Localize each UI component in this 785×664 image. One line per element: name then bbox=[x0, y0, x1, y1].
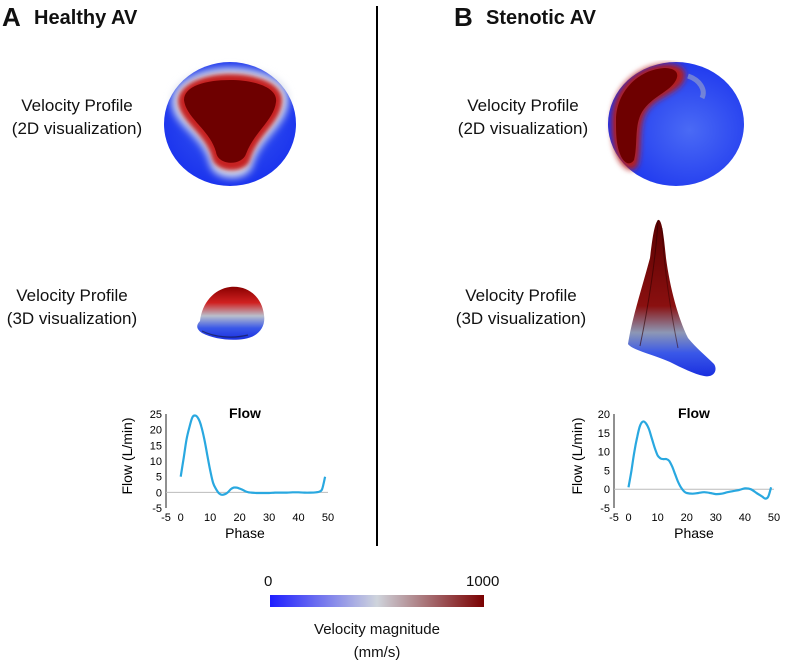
y-tick-label: 20 bbox=[598, 409, 610, 421]
x-tick-label: 40 bbox=[739, 512, 751, 524]
chart-a-ylabel: Flow (L/min) bbox=[119, 417, 135, 494]
panel-a-2d-label: Velocity Profile (2D visualization) bbox=[2, 94, 152, 140]
chart-b-ylabel: Flow (L/min) bbox=[569, 417, 585, 494]
panel-b-2d-label-line2: (2D visualization) bbox=[457, 119, 589, 138]
y-tick-label: 10 bbox=[598, 447, 610, 459]
x-tick-label: 50 bbox=[768, 512, 780, 524]
y-tick-label: 10 bbox=[150, 456, 162, 468]
y-tick-label: 5 bbox=[604, 465, 610, 477]
panel-a-2d-label-line1: Velocity Profile bbox=[21, 96, 133, 115]
x-tick-label: 10 bbox=[204, 512, 216, 524]
stenotic-3d-velocity-profile bbox=[628, 219, 716, 377]
panel-a-letter: A bbox=[2, 2, 21, 32]
y-tick-label: -5 bbox=[600, 503, 610, 515]
x-tick-label: 20 bbox=[681, 512, 693, 524]
stenotic-2d-velocity-profile bbox=[608, 62, 744, 186]
panel-b-3d-label: Velocity Profile (3D visualization) bbox=[446, 284, 596, 330]
healthy-3d-velocity-profile bbox=[197, 286, 265, 340]
panel-b-3d-label-line1: Velocity Profile bbox=[465, 286, 577, 305]
x-tick-label: 0 bbox=[625, 512, 631, 524]
panel-a-3d-label-line1: Velocity Profile bbox=[16, 286, 128, 305]
panel-a-2d-label-line2: (2D visualization) bbox=[11, 119, 143, 138]
panel-b-2d-label-line1: Velocity Profile bbox=[467, 96, 579, 115]
panel-b-2d-label: Velocity Profile (2D visualization) bbox=[448, 94, 598, 140]
chart-a-xlabel: Phase bbox=[225, 525, 265, 541]
colorbar-title-line2: (mm/s) bbox=[353, 644, 401, 661]
flow-chart-healthy: Flow Flow (L/min) Phase -5 0 5 10 15 20 25 -5 0 1… bbox=[119, 405, 334, 541]
chart-b-xlabel: Phase bbox=[674, 525, 714, 541]
chart-b-plot: -5 0 5 10 15 20 -5 0 10 20 30 40 50 bbox=[598, 409, 780, 524]
x-tick-label: -5 bbox=[161, 512, 171, 524]
x-tick-label: 10 bbox=[652, 512, 664, 524]
panel-b-3d-label-line2: (3D visualization) bbox=[455, 309, 587, 328]
chart-b-title: Flow bbox=[678, 405, 710, 421]
y-tick-label: 0 bbox=[156, 487, 162, 499]
flow-series-line bbox=[627, 420, 773, 500]
x-tick-label: -5 bbox=[609, 512, 619, 524]
x-tick-label: 50 bbox=[322, 512, 334, 524]
flow-chart-stenotic: Flow Flow (L/min) Phase -5 0 5 10 15 20 -5 0 10 2… bbox=[569, 405, 780, 541]
colorbar-title: Velocity magnitude (mm/s) bbox=[277, 618, 477, 664]
velocity-colorbar bbox=[270, 595, 484, 607]
y-tick-label: 15 bbox=[150, 440, 162, 452]
x-tick-label: 0 bbox=[178, 512, 184, 524]
x-tick-label: 30 bbox=[263, 512, 275, 524]
y-tick-label: 20 bbox=[150, 425, 162, 437]
flow-series-line bbox=[179, 414, 327, 496]
y-tick-label: 25 bbox=[150, 409, 162, 421]
colorbar-max-label: 1000 bbox=[466, 573, 500, 590]
colorbar-title-line1: Velocity magnitude bbox=[314, 621, 440, 638]
panel-b-title: Stenotic AV bbox=[486, 7, 597, 29]
healthy-2d-velocity-profile bbox=[164, 62, 296, 186]
y-tick-label: 5 bbox=[156, 472, 162, 484]
chart-a-title: Flow bbox=[229, 405, 261, 421]
x-tick-label: 30 bbox=[710, 512, 722, 524]
panel-a-3d-label-line2: (3D visualization) bbox=[6, 309, 138, 328]
y-tick-label: -5 bbox=[152, 503, 162, 515]
y-tick-label: 15 bbox=[598, 428, 610, 440]
panel-a-title: Healthy AV bbox=[34, 7, 138, 29]
x-tick-label: 40 bbox=[292, 512, 304, 524]
chart-a-plot: -5 0 5 10 15 20 25 -5 0 10 20 30 40 50 bbox=[150, 409, 334, 524]
y-tick-label: 0 bbox=[604, 484, 610, 496]
panel-divider bbox=[376, 6, 378, 546]
x-tick-label: 20 bbox=[234, 512, 246, 524]
panel-a-3d-label: Velocity Profile (3D visualization) bbox=[0, 284, 147, 330]
panel-b-letter: B bbox=[454, 2, 473, 32]
colorbar-min-label: 0 bbox=[264, 573, 273, 590]
